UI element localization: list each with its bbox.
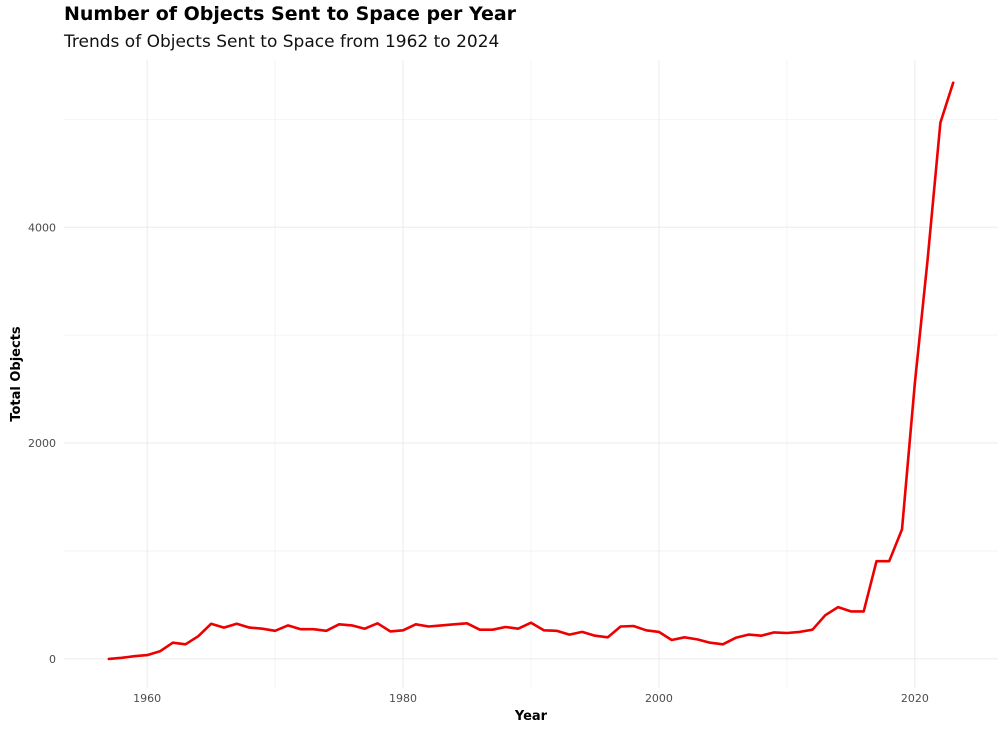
y-tick-label: 4000 bbox=[28, 221, 56, 234]
tick-labels: 1960 1980 2000 2020 0 2000 4000 bbox=[28, 221, 929, 705]
y-tick-label: 0 bbox=[49, 653, 56, 666]
x-tick-label: 2000 bbox=[645, 692, 673, 705]
x-tick-label: 1980 bbox=[389, 692, 417, 705]
chart-title: Number of Objects Sent to Space per Year bbox=[64, 3, 517, 25]
grid-lines bbox=[64, 60, 998, 688]
x-axis-title: Year bbox=[514, 709, 548, 724]
y-tick-label: 2000 bbox=[28, 437, 56, 450]
y-axis-title: Total Objects bbox=[9, 326, 24, 422]
series-layer bbox=[107, 81, 955, 661]
series-line bbox=[107, 81, 955, 661]
x-tick-label: 1960 bbox=[133, 692, 161, 705]
x-tick-label: 2020 bbox=[901, 692, 929, 705]
chart-subtitle: Trends of Objects Sent to Space from 196… bbox=[64, 32, 500, 52]
